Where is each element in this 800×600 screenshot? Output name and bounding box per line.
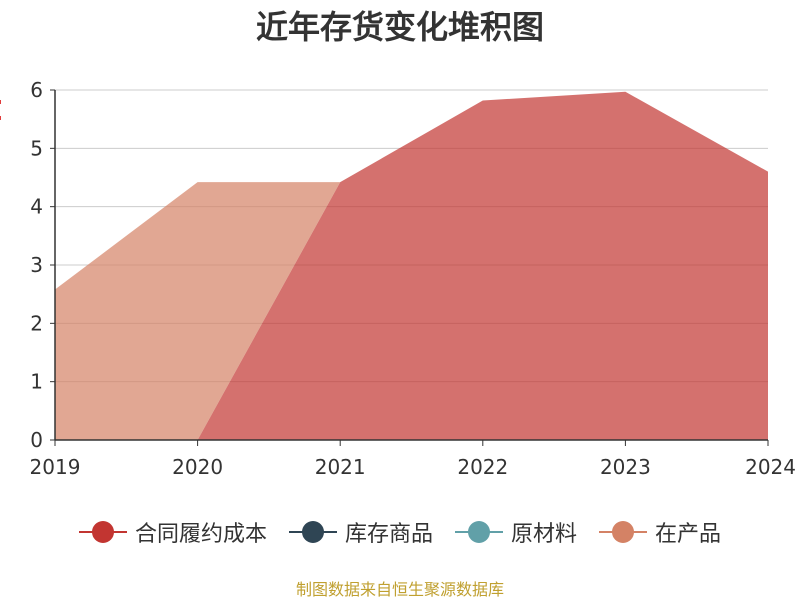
y-tick-label: 3 bbox=[30, 253, 43, 277]
y-tick-label: 6 bbox=[30, 78, 43, 102]
area-0 bbox=[55, 91, 768, 440]
x-tick-label: 2019 bbox=[30, 455, 81, 479]
y-tick-label: 4 bbox=[30, 195, 43, 219]
legend-label: 在产品 bbox=[655, 522, 722, 547]
legend-item[interactable]: 在产品 bbox=[599, 516, 721, 548]
x-tick-label: 2024 bbox=[745, 455, 796, 479]
y-tick-label: 1 bbox=[30, 370, 43, 394]
legend-label: 合同履约成本 bbox=[134, 522, 267, 547]
area-series bbox=[55, 91, 768, 440]
legend-marker-dot bbox=[301, 521, 324, 543]
x-tick-label: 2023 bbox=[600, 455, 651, 479]
legend-marker bbox=[599, 520, 648, 544]
y-axis-label-fragment bbox=[0, 92, 1, 136]
legend-marker-dot bbox=[612, 521, 635, 543]
legend-item[interactable]: 合同履约成本 bbox=[78, 516, 267, 548]
y-tick-label: 2 bbox=[30, 311, 43, 335]
legend-marker bbox=[455, 520, 503, 544]
legend-marker bbox=[288, 520, 337, 544]
x-tick-label: 2021 bbox=[315, 455, 366, 479]
legend-item[interactable]: 原材料 bbox=[455, 516, 577, 548]
x-tick-label: 2022 bbox=[457, 455, 508, 479]
chart-title: 近年存货变化堆积图 bbox=[255, 8, 544, 46]
legend-marker-dot bbox=[91, 521, 114, 543]
y-tick-label: 0 bbox=[30, 428, 43, 452]
y-tick-labels: 0 1 2 3 4 5 6 bbox=[30, 78, 55, 452]
x-tick-label: 2020 bbox=[172, 455, 223, 479]
legend: 合同履约成本 库存商品 原材料 在产品 bbox=[0, 516, 800, 548]
area-3 bbox=[55, 91, 768, 440]
legend-marker bbox=[78, 520, 127, 544]
data-source-note: 制图数据来自恒生聚源数据库 bbox=[295, 580, 504, 599]
legend-marker-dot bbox=[468, 521, 490, 543]
y-tick-label: 5 bbox=[30, 136, 43, 160]
legend-label: 库存商品 bbox=[344, 522, 433, 547]
legend-item[interactable]: 库存商品 bbox=[288, 516, 433, 548]
legend-label: 原材料 bbox=[511, 522, 578, 547]
x-tick-labels: 2019 2020 2021 2022 2023 2024 bbox=[30, 440, 796, 479]
